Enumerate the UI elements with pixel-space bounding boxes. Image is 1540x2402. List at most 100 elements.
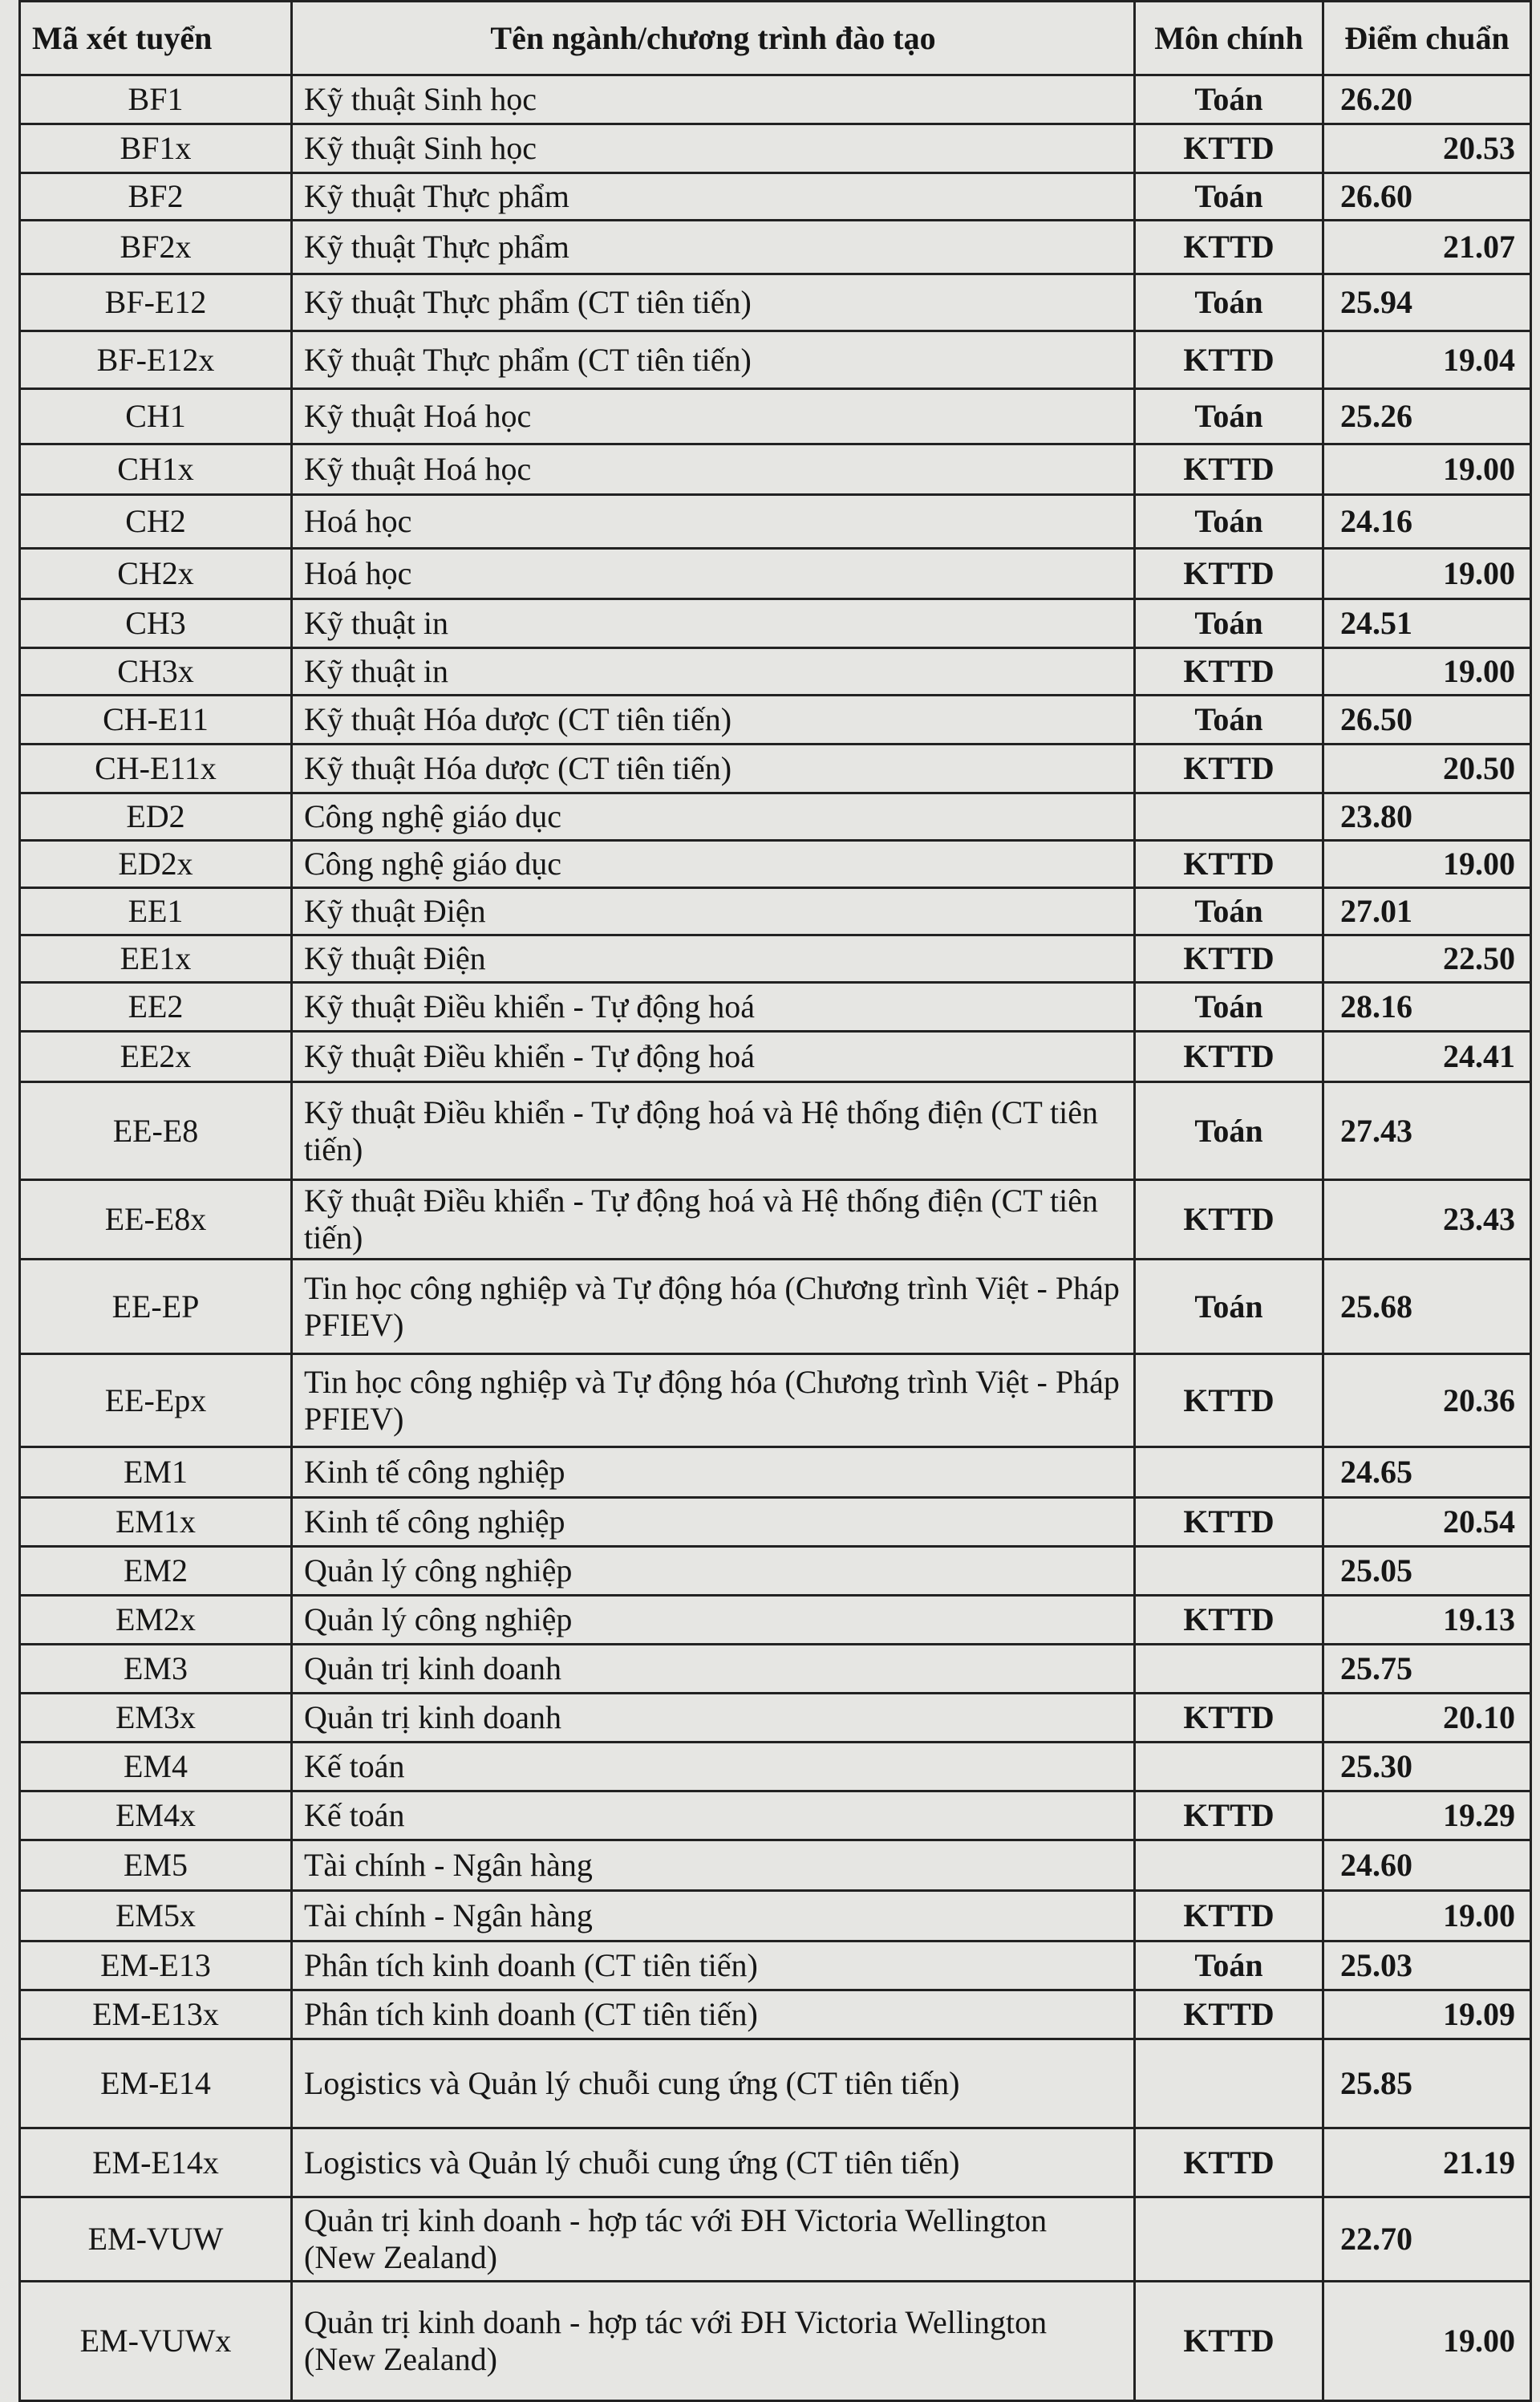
code-cell: BF2 (18, 172, 293, 221)
main-subject-cell: Toán (1133, 1940, 1324, 1991)
program-name-cell: Logistics và Quản lý chuỗi cung ứng (CT … (290, 2038, 1136, 2129)
code-cell: EE-E8x (18, 1179, 293, 1260)
cutoff-score-cell: 25.94 (1322, 273, 1532, 332)
program-name-cell: Kỹ thuật Điện (290, 887, 1136, 936)
code-cell: EM-E14 (18, 2038, 293, 2129)
code-cell: EM3x (18, 1692, 293, 1743)
cutoff-score-cell: 19.04 (1322, 330, 1532, 390)
program-name-cell: Phân tích kinh doanh (CT tiên tiến) (290, 1989, 1136, 2040)
main-subject-cell: KTTD (1133, 1496, 1324, 1548)
program-name-cell: Kỹ thuật Điều khiển - Tự động hoá (290, 981, 1136, 1033)
code-cell: EM4x (18, 1790, 293, 1841)
table-row: EE-E8 Kỹ thuật Điều khiển - Tự động hoá v… (18, 1081, 1532, 1181)
table-row: BF-E12x Kỹ thuật Thực phẩm (CT tiên tiến)… (18, 330, 1532, 390)
admission-scores-document: Mã xét tuyển Tên ngành/chương trình đào … (18, 0, 1532, 2402)
cutoff-score-cell: 27.43 (1322, 1081, 1532, 1181)
main-subject-cell: KTTD (1133, 443, 1324, 496)
program-name-cell: Công nghệ giáo dục (290, 792, 1136, 842)
cutoff-score-cell: 25.30 (1322, 1741, 1532, 1792)
main-subject-cell: KTTD (1133, 330, 1324, 390)
table-row: EM-E13 Phân tích kinh doanh (CT tiên tiến… (18, 1940, 1532, 1991)
table-row: CH3x Kỹ thuật in KTTD 19.00 (18, 647, 1532, 696)
program-name-cell: Kỹ thuật Hoá học (290, 387, 1136, 445)
program-name-cell: Kỹ thuật in (290, 598, 1136, 649)
main-subject-cell: Toán (1133, 1258, 1324, 1355)
table-row: EM2 Quản lý công nghiệp 25.05 (18, 1545, 1532, 1597)
main-subject-cell (1133, 2196, 1324, 2282)
main-subject-cell: KTTD (1133, 219, 1324, 275)
main-subject-cell: Toán (1133, 1081, 1324, 1181)
cutoff-score-cell: 19.00 (1322, 647, 1532, 696)
cutoff-score-cell: 19.09 (1322, 1989, 1532, 2040)
code-cell: ED2 (18, 792, 293, 842)
code-cell: CH2x (18, 547, 293, 600)
program-name-cell: Kỹ thuật Hoá học (290, 443, 1136, 496)
main-subject-cell: Toán (1133, 887, 1324, 936)
table-row: EM1x Kinh tế công nghiệp KTTD 20.54 (18, 1496, 1532, 1548)
cutoff-score-cell: 21.19 (1322, 2127, 1532, 2198)
program-name-cell: Kỹ thuật Thực phẩm (CT tiên tiến) (290, 273, 1136, 332)
cutoff-score-cell: 19.00 (1322, 443, 1532, 496)
cutoff-score-cell: 20.54 (1322, 1496, 1532, 1548)
code-cell: EM2x (18, 1594, 293, 1645)
table-row: EE-EP Tin học công nghiệp và Tự động hóa … (18, 1258, 1532, 1355)
table-row: EE-Epx Tin học công nghiệp và Tự động hóa… (18, 1353, 1532, 1448)
program-name-cell: Quản trị kinh doanh (290, 1692, 1136, 1743)
table-row: CH-E11x Kỹ thuật Hóa dược (CT tiên tiến) K… (18, 743, 1532, 794)
admission-scores-table: Mã xét tuyển Tên ngành/chương trình đào … (18, 0, 1532, 2402)
main-subject-cell: KTTD (1133, 547, 1324, 600)
code-cell: BF2x (18, 219, 293, 275)
cutoff-score-cell: 24.41 (1322, 1030, 1532, 1083)
table-header-row: Mã xét tuyển Tên ngành/chương trình đào … (18, 0, 1532, 76)
program-name-cell: Kinh tế công nghiệp (290, 1446, 1136, 1499)
code-cell: ED2x (18, 839, 293, 889)
code-cell: EE-E8 (18, 1081, 293, 1181)
table-row: EM-E14 Logistics và Quản lý chuỗi cung ứn… (18, 2038, 1532, 2129)
code-cell: CH3 (18, 598, 293, 649)
program-name-cell: Kỹ thuật in (290, 647, 1136, 696)
header-program-name: Tên ngành/chương trình đào tạo (290, 0, 1136, 76)
main-subject-cell (1133, 1446, 1324, 1499)
cutoff-score-cell: 19.00 (1322, 839, 1532, 889)
main-subject-cell: KTTD (1133, 743, 1324, 794)
code-cell: EM-E13 (18, 1940, 293, 1991)
cutoff-score-cell: 24.65 (1322, 1446, 1532, 1499)
code-cell: EM5 (18, 1839, 293, 1892)
program-name-cell: Kỹ thuật Thực phẩm (290, 219, 1136, 275)
code-cell: CH3x (18, 647, 293, 696)
table-row: EM-VUW Quản trị kinh doanh - hợp tác với … (18, 2196, 1532, 2282)
main-subject-cell (1133, 2038, 1324, 2129)
main-subject-cell: Toán (1133, 387, 1324, 445)
main-subject-cell: Toán (1133, 493, 1324, 550)
cutoff-score-cell: 23.80 (1322, 792, 1532, 842)
cutoff-score-cell: 19.00 (1322, 547, 1532, 600)
program-name-cell: Tài chính - Ngân hàng (290, 1889, 1136, 1942)
cutoff-score-cell: 25.05 (1322, 1545, 1532, 1597)
main-subject-cell: KTTD (1133, 1790, 1324, 1841)
program-name-cell: Công nghệ giáo dục (290, 839, 1136, 889)
cutoff-score-cell: 25.75 (1322, 1643, 1532, 1694)
main-subject-cell: KTTD (1133, 1030, 1324, 1083)
program-name-cell: Hoá học (290, 547, 1136, 600)
cutoff-score-cell: 25.85 (1322, 2038, 1532, 2129)
cutoff-score-cell: 24.60 (1322, 1839, 1532, 1892)
program-name-cell: Kỹ thuật Thực phẩm (CT tiên tiến) (290, 330, 1136, 390)
table-row: BF1x Kỹ thuật Sinh học KTTD 20.53 (18, 123, 1532, 174)
code-cell: EM-VUWx (18, 2280, 293, 2402)
main-subject-cell: KTTD (1133, 934, 1324, 984)
code-cell: EM-VUW (18, 2196, 293, 2282)
program-name-cell: Kỹ thuật Sinh học (290, 123, 1136, 174)
table-row: EM-E14x Logistics và Quản lý chuỗi cung ứ… (18, 2127, 1532, 2198)
main-subject-cell: Toán (1133, 981, 1324, 1033)
main-subject-cell: KTTD (1133, 839, 1324, 889)
program-name-cell: Kỹ thuật Thực phẩm (290, 172, 1136, 221)
code-cell: EE1x (18, 934, 293, 984)
cutoff-score-cell: 21.07 (1322, 219, 1532, 275)
table-row: CH-E11 Kỹ thuật Hóa dược (CT tiên tiến) To… (18, 694, 1532, 745)
code-cell: CH1 (18, 387, 293, 445)
table-row: BF-E12 Kỹ thuật Thực phẩm (CT tiên tiến) T… (18, 273, 1532, 332)
program-name-cell: Kỹ thuật Điều khiển - Tự động hoá và Hệ … (290, 1081, 1136, 1181)
table-row: EM1 Kinh tế công nghiệp 24.65 (18, 1446, 1532, 1499)
program-name-cell: Quản trị kinh doanh - hợp tác với ĐH Vic… (290, 2196, 1136, 2282)
program-name-cell: Tài chính - Ngân hàng (290, 1839, 1136, 1892)
